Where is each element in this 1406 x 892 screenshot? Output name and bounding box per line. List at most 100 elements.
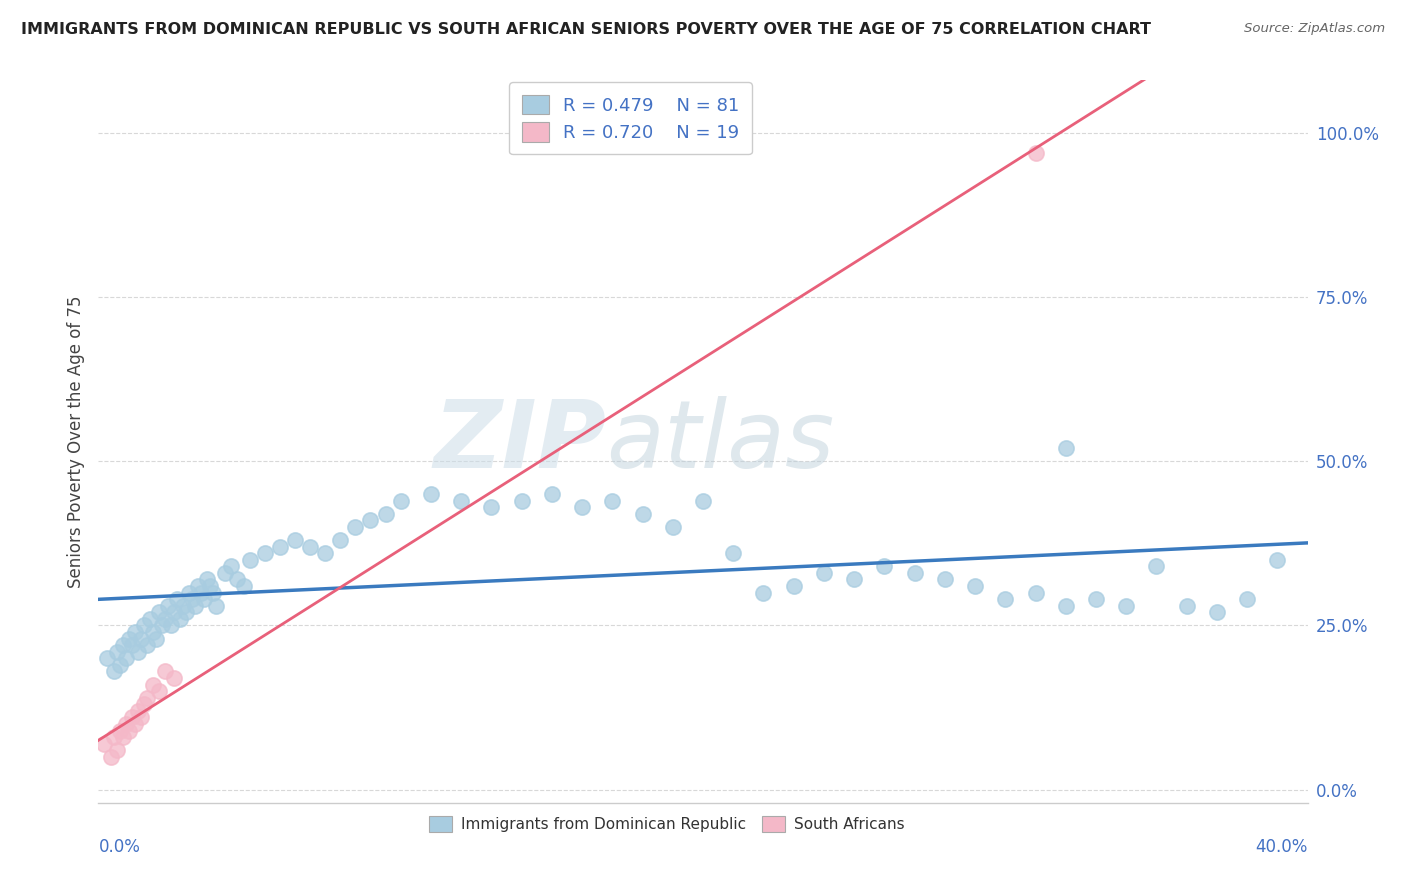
Point — [103, 665, 125, 679]
Point — [904, 566, 927, 580]
Point — [420, 487, 443, 501]
Point — [844, 573, 866, 587]
Point — [1267, 553, 1289, 567]
Point — [221, 559, 243, 574]
Point — [121, 710, 143, 724]
Point — [813, 566, 835, 580]
Point — [163, 605, 186, 619]
Point — [181, 592, 204, 607]
Point — [142, 677, 165, 691]
Point — [232, 579, 254, 593]
Point — [284, 533, 307, 547]
Point — [124, 717, 146, 731]
Point — [1085, 592, 1108, 607]
Point — [108, 723, 131, 738]
Point — [723, 546, 745, 560]
Point — [111, 638, 134, 652]
Point — [190, 585, 212, 599]
Point — [108, 657, 131, 672]
Point — [132, 618, 155, 632]
Point — [148, 605, 170, 619]
Point — [163, 671, 186, 685]
Point — [752, 585, 775, 599]
Point — [253, 546, 276, 560]
Point — [127, 645, 149, 659]
Point — [132, 698, 155, 712]
Point — [540, 487, 562, 501]
Point — [193, 592, 215, 607]
Point — [148, 684, 170, 698]
Point — [661, 520, 683, 534]
Point — [179, 585, 201, 599]
Point — [692, 493, 714, 508]
Point — [96, 651, 118, 665]
Point — [783, 579, 806, 593]
Point — [114, 651, 136, 665]
Point — [139, 612, 162, 626]
Point — [314, 546, 336, 560]
Point — [873, 559, 896, 574]
Point — [994, 592, 1017, 607]
Point — [118, 632, 141, 646]
Point — [239, 553, 262, 567]
Point — [1144, 559, 1167, 574]
Point — [153, 612, 176, 626]
Point — [631, 507, 654, 521]
Point — [299, 540, 322, 554]
Point — [135, 638, 157, 652]
Text: Source: ZipAtlas.com: Source: ZipAtlas.com — [1244, 22, 1385, 36]
Point — [145, 632, 167, 646]
Point — [200, 579, 222, 593]
Point — [100, 749, 122, 764]
Point — [174, 605, 197, 619]
Point — [360, 513, 382, 527]
Point — [105, 645, 128, 659]
Point — [118, 723, 141, 738]
Point — [129, 710, 152, 724]
Point — [150, 618, 173, 632]
Text: 0.0%: 0.0% — [98, 838, 141, 855]
Y-axis label: Seniors Poverty Over the Age of 75: Seniors Poverty Over the Age of 75 — [66, 295, 84, 588]
Point — [172, 599, 194, 613]
Point — [129, 632, 152, 646]
Point — [114, 717, 136, 731]
Point — [169, 612, 191, 626]
Point — [510, 493, 533, 508]
Point — [329, 533, 352, 547]
Point — [105, 743, 128, 757]
Point — [571, 500, 593, 515]
Point — [1115, 599, 1137, 613]
Text: ZIP: ZIP — [433, 395, 606, 488]
Point — [1236, 592, 1258, 607]
Point — [226, 573, 249, 587]
Point — [156, 599, 179, 613]
Text: IMMIGRANTS FROM DOMINICAN REPUBLIC VS SOUTH AFRICAN SENIORS POVERTY OVER THE AGE: IMMIGRANTS FROM DOMINICAN REPUBLIC VS SO… — [21, 22, 1152, 37]
Point — [934, 573, 956, 587]
Point — [1054, 441, 1077, 455]
Point — [184, 599, 207, 613]
Point — [160, 618, 183, 632]
Point — [1024, 145, 1046, 160]
Point — [1175, 599, 1198, 613]
Point — [187, 579, 209, 593]
Point — [344, 520, 367, 534]
Point — [103, 730, 125, 744]
Point — [602, 493, 624, 508]
Point — [127, 704, 149, 718]
Point — [1024, 585, 1046, 599]
Point — [195, 573, 218, 587]
Point — [93, 737, 115, 751]
Point — [481, 500, 503, 515]
Point — [153, 665, 176, 679]
Point — [1054, 599, 1077, 613]
Point — [202, 585, 225, 599]
Legend: Immigrants from Dominican Republic, South Africans: Immigrants from Dominican Republic, Sout… — [423, 810, 911, 838]
Point — [269, 540, 291, 554]
Point — [205, 599, 228, 613]
Point — [1206, 605, 1229, 619]
Text: atlas: atlas — [606, 396, 835, 487]
Point — [121, 638, 143, 652]
Point — [166, 592, 188, 607]
Point — [389, 493, 412, 508]
Point — [374, 507, 396, 521]
